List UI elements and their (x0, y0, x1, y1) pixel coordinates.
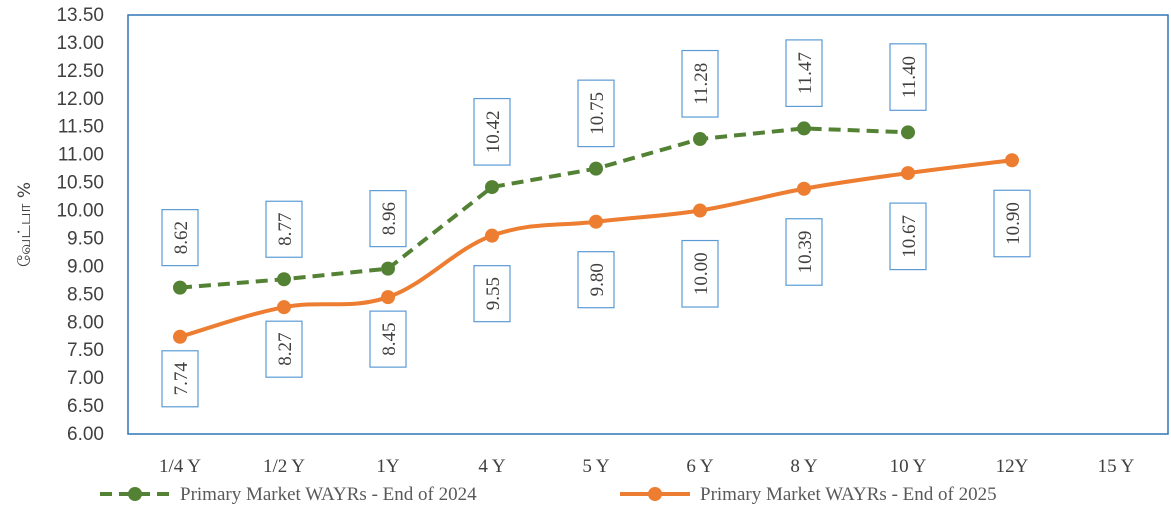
data-label-text: 8.96 (379, 202, 400, 235)
legend-label: Primary Market WAYRs - End of 2025 (700, 484, 997, 505)
data-label-text: 10.90 (1003, 202, 1024, 245)
x-tick-label: 1/2 Y (263, 456, 305, 477)
data-label: 11.40 (890, 44, 926, 111)
data-label: 8.62 (162, 210, 198, 266)
y-tick-label: 7.00 (67, 368, 104, 389)
data-label-text: 9.80 (587, 263, 608, 296)
data-label-text: 10.75 (587, 92, 608, 135)
y-tick-label: 13.50 (56, 5, 104, 26)
data-label-text: 10.39 (795, 231, 816, 274)
y-tick-label: 8.00 (67, 312, 104, 333)
data-label-text: 11.47 (795, 52, 816, 94)
y-tick-label: 11.50 (58, 117, 104, 138)
x-tick-label: 4 Y (478, 456, 506, 477)
x-tick-label: 10 Y (890, 456, 927, 477)
data-label-text: 11.28 (691, 63, 712, 105)
data-label-text: 10.67 (899, 215, 920, 258)
y-tick-label: 10.00 (56, 201, 104, 222)
data-label: 11.28 (682, 51, 718, 118)
data-point (381, 290, 395, 304)
series-line (180, 160, 1012, 337)
y-tick-label: 9.50 (67, 228, 104, 249)
data-label: 10.90 (994, 190, 1030, 257)
legend: Primary Market WAYRs - End of 2024 Primar… (100, 484, 997, 505)
data-point (901, 166, 915, 180)
y-tick-label: 13.00 (56, 33, 104, 54)
legend-item-2: Primary Market WAYRs - End of 2025 (620, 484, 997, 505)
data-point (797, 121, 811, 135)
y-tick-label: 6.00 (67, 424, 104, 445)
y-tick-label: 9.00 (67, 256, 104, 277)
y-tick-label: 12.50 (56, 61, 104, 82)
data-label: 8.45 (370, 311, 406, 367)
data-label-text: 8.77 (275, 213, 296, 246)
x-tick-label: 8 Y (790, 456, 818, 477)
y-tick-label: 12.00 (56, 89, 104, 110)
legend-swatch-marker (648, 487, 662, 501)
x-tick-label: 1/4 Y (159, 456, 201, 477)
y-axis-label: வேட்பா % (15, 182, 35, 267)
data-label-text: 11.40 (899, 56, 920, 98)
data-point (277, 300, 291, 314)
data-point (1005, 153, 1019, 167)
x-tick-label: 1Y (376, 456, 400, 477)
y-tick-label: 10.50 (56, 173, 104, 194)
data-label: 10.39 (786, 219, 822, 286)
data-label: 11.47 (786, 40, 822, 107)
y-tick-label: 6.50 (67, 396, 104, 417)
y-tick-label: 8.50 (67, 284, 104, 305)
x-tick-label: 12Y (996, 456, 1029, 477)
data-label-text: 9.55 (483, 277, 504, 310)
data-point (173, 281, 187, 295)
y-tick-label: 11.00 (58, 145, 104, 166)
data-point (901, 125, 915, 139)
legend-item-1: Primary Market WAYRs - End of 2024 (100, 484, 477, 505)
data-point (381, 262, 395, 276)
x-tick-label: 6 Y (686, 456, 714, 477)
data-label: 7.74 (162, 351, 198, 407)
data-label: 10.75 (578, 80, 614, 147)
data-label-text: 10.42 (483, 110, 504, 153)
data-point (693, 132, 707, 146)
x-tick-label: 5 Y (582, 456, 610, 477)
data-point (589, 162, 603, 176)
data-label-text: 7.74 (171, 362, 192, 396)
data-label-text: 8.62 (171, 221, 192, 254)
data-point (173, 330, 187, 344)
data-point (797, 182, 811, 196)
data-label: 8.96 (370, 191, 406, 247)
data-label: 10.00 (682, 241, 718, 307)
data-point (589, 215, 603, 229)
data-point (485, 180, 499, 194)
x-axis-ticks: 1/4 Y 1/2 Y 1Y 4 Y 5 Y 6 Y 8 Y 10 Y 12Y 15 Y (159, 456, 1135, 477)
data-point (485, 229, 499, 243)
data-point (693, 204, 707, 218)
x-tick-label: 15 Y (1098, 456, 1135, 477)
data-label: 8.27 (266, 321, 302, 377)
data-label-text: 8.45 (379, 323, 400, 356)
y-axis-ticks: 6.00 6.50 7.00 7.50 8.00 8.50 9.00 9.50 10.00 10.… (56, 5, 104, 445)
data-label: 8.77 (266, 201, 302, 257)
y-tick-label: 7.50 (67, 340, 104, 361)
data-label: 10.42 (474, 99, 510, 166)
data-point (277, 272, 291, 286)
legend-label: Primary Market WAYRs - End of 2024 (180, 484, 477, 505)
data-label: 10.67 (890, 203, 926, 270)
legend-swatch-marker (128, 487, 142, 501)
data-label: 9.55 (474, 266, 510, 322)
data-label-text: 10.00 (691, 252, 712, 295)
data-label-text: 8.27 (275, 333, 296, 366)
data-label: 9.80 (578, 252, 614, 308)
